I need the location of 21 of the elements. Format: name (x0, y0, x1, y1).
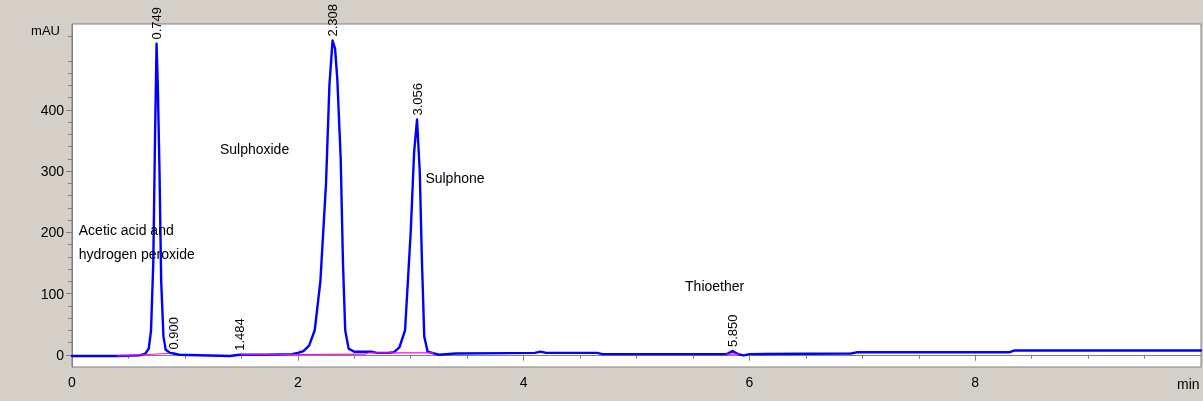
x-tick-label: 8 (971, 374, 980, 390)
y-axis-title: mAU (31, 23, 60, 38)
x-tick-label: 0 (68, 374, 77, 390)
annotation: 1.484 (232, 318, 248, 351)
y-tick-label: 0 (56, 346, 65, 363)
y-tick-label: 100 (40, 285, 65, 302)
y-tick-label: 400 (40, 101, 65, 118)
y-tick-label: 200 (40, 224, 65, 241)
annotation: 0.749 (149, 7, 165, 40)
annotation: 0.900 (166, 316, 182, 350)
x-axis-title: min (1177, 375, 1200, 392)
annotation: 5.850 (724, 314, 740, 348)
annotation: Thioether (685, 277, 745, 294)
annotation: 2.308 (325, 3, 341, 37)
x-tick-label: 4 (519, 374, 528, 390)
annotation: Sulphone (425, 170, 485, 187)
x-tick-label: 2 (293, 374, 302, 390)
annotation: Sulphoxide (219, 141, 290, 158)
annotation: 3.056 (409, 83, 425, 116)
y-tick-label: 300 (40, 163, 65, 179)
x-tick-label: 6 (745, 374, 754, 390)
